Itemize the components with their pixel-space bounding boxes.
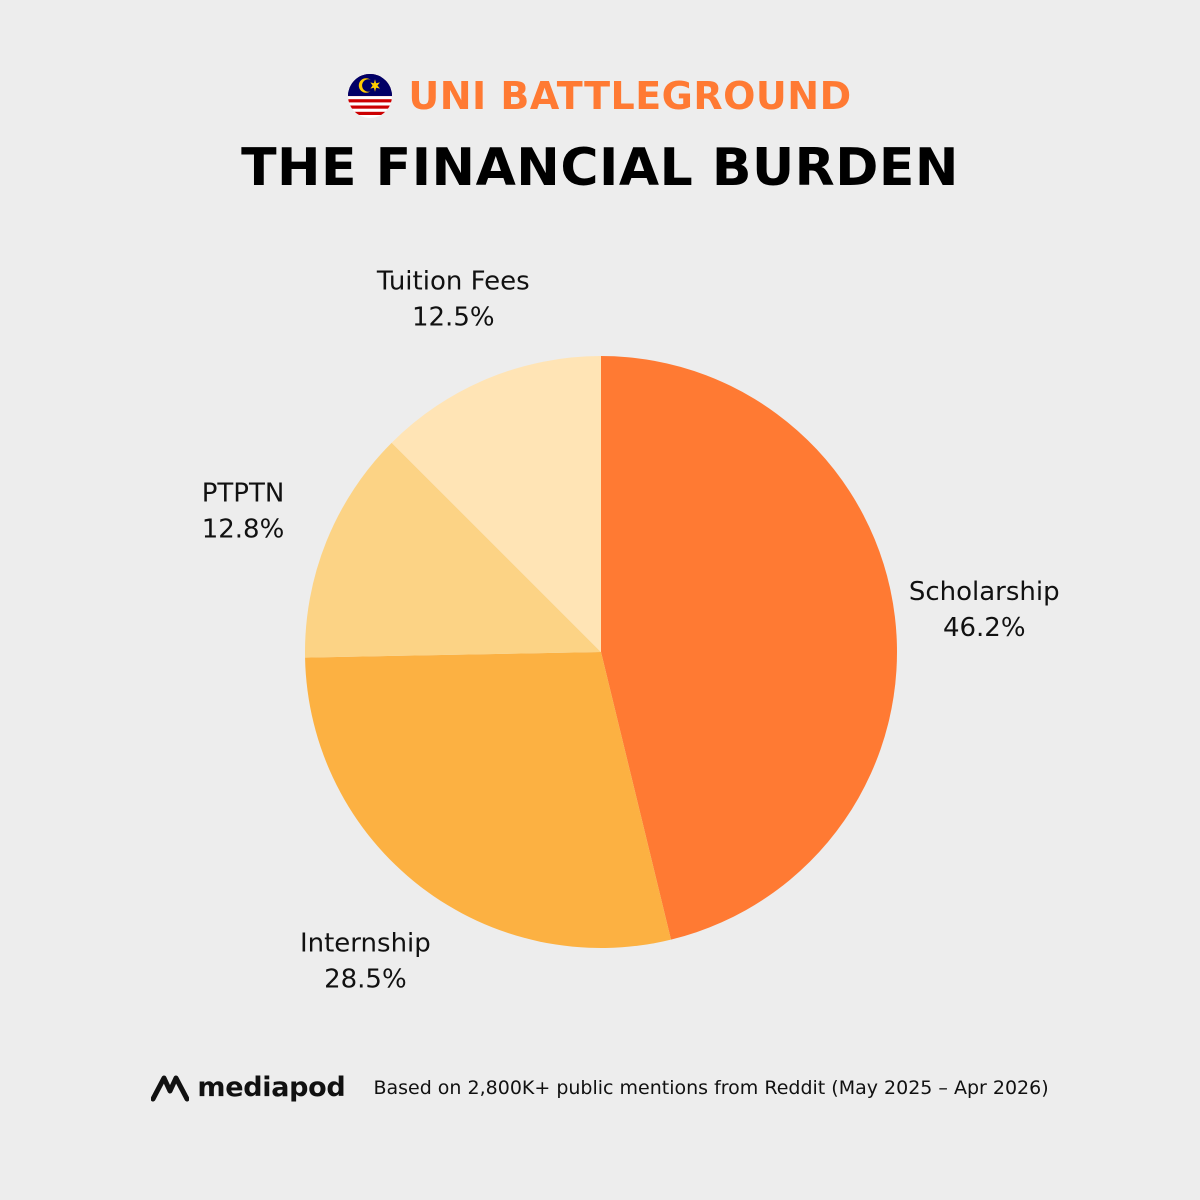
brand-name: mediapod (197, 1072, 346, 1103)
pie-slice-internship (305, 652, 672, 948)
source-note: Based on 2,800K+ public mentions from Re… (373, 1076, 1049, 1099)
slice-label-internship: Internship (300, 929, 431, 959)
slice-value-scholarship: 46.2% (943, 613, 1026, 643)
mediapod-logo-icon (151, 1075, 190, 1101)
slice-value-ptptn: 12.8% (202, 515, 285, 545)
slice-value-internship: 28.5% (324, 965, 407, 995)
pie-slice-scholarship (601, 356, 897, 940)
pie-slice-tuition-fees (391, 356, 601, 652)
header: UNI BATTLEGROUND (0, 74, 1200, 118)
slice-label-scholarship: Scholarship (909, 577, 1060, 607)
malaysia-flag-icon (348, 74, 393, 118)
pie-slice-ptptn (305, 442, 601, 658)
slice-label-ptptn: PTPTN (202, 479, 285, 509)
brand: mediapod (151, 1072, 346, 1103)
slice-value-tuition-fees: 12.5% (412, 302, 495, 332)
slice-label-tuition-fees: Tuition Fees (376, 266, 530, 296)
header-kicker: UNI BATTLEGROUND (408, 74, 852, 118)
chart-title: THE FINANCIAL BURDEN (241, 138, 959, 198)
footer: mediapod Based on 2,800K+ public mention… (0, 1072, 1200, 1103)
